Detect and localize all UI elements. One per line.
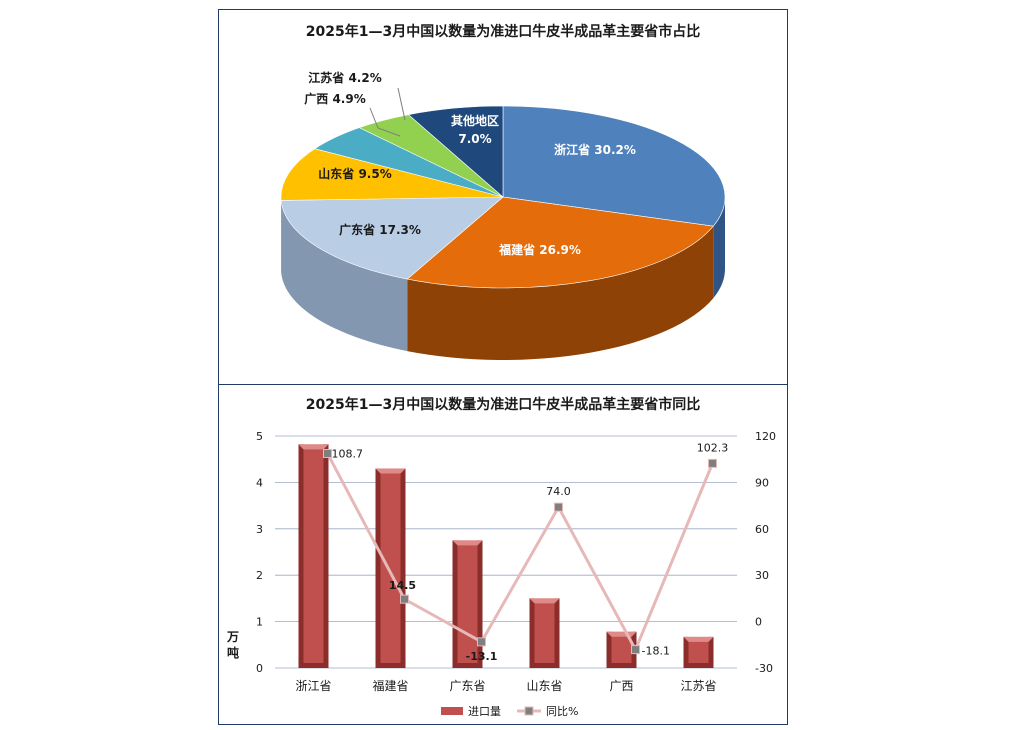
y2-tick-label: 30 (755, 569, 769, 582)
pie-chart: 2025年1—3月中国以数量为准进口牛皮半成品革主要省市占比 浙江省 30.2%… (280, 23, 726, 360)
data-label: -13.1 (466, 650, 498, 663)
y-axis-label: 吨 (227, 645, 239, 660)
pie-slice (280, 196, 504, 280)
leader-line (397, 87, 406, 121)
y2-tick-label: 90 (755, 476, 769, 489)
pie-label-name: 福建省 (498, 242, 539, 257)
pie-label: 广西 4.9% (304, 91, 365, 106)
line-point (400, 594, 409, 604)
x-tick-label: 浙江省 (295, 679, 331, 693)
line-series (326, 452, 714, 654)
pie-label-value: 26.9% (539, 243, 581, 257)
pie-label: 山东省 9.5% (318, 166, 391, 181)
line-point (477, 637, 486, 647)
pie-label-name: 广西 (304, 91, 332, 106)
pie-slice (502, 105, 726, 227)
legend-label: 同比% (546, 705, 578, 718)
y-tick-label: 1 (256, 616, 263, 629)
y2-tick-label: 60 (755, 523, 769, 536)
pie-label-value: 17.3% (379, 223, 421, 237)
pie-slice-side (407, 226, 714, 360)
bar (452, 540, 483, 668)
chart-divider (218, 384, 788, 385)
x-tick-label: 广西 (609, 679, 633, 693)
pie-label: 广东省 17.3% (339, 222, 421, 237)
line-point (631, 645, 640, 655)
data-label: -18.1 (642, 645, 670, 658)
data-label: 74.0 (546, 485, 571, 498)
y-tick-label: 3 (256, 523, 263, 536)
pie-label-value: 9.5% (358, 167, 391, 181)
pie-slice (406, 196, 714, 289)
leader-line (369, 107, 401, 137)
bar (529, 598, 560, 668)
pie-label-name: 广东省 (339, 222, 379, 237)
pie-label-name: 江苏省 (308, 70, 348, 85)
pie-label-value: 4.2% (348, 71, 381, 85)
pie-label-value: 30.2% (594, 143, 636, 157)
y-tick-label: 4 (256, 476, 263, 489)
pie-slice (407, 105, 504, 198)
y2-tick-label: -30 (755, 662, 773, 675)
x-tick-label: 福建省 (372, 678, 408, 693)
legend-item: 同比% (517, 705, 578, 718)
bar (298, 444, 329, 668)
pie-label-name: 浙江省 (554, 142, 594, 157)
data-label: 14.5 (389, 579, 416, 592)
pie-slice (280, 148, 504, 201)
pie-label-name: 其他地区 (451, 113, 499, 128)
bar (683, 636, 714, 668)
pie-slice-side (713, 197, 725, 299)
y-tick-label: 0 (256, 662, 263, 675)
line-point (554, 502, 563, 512)
y2-tick-label: 0 (755, 616, 762, 629)
pie-label-value: 7.0% (458, 132, 491, 146)
legend-label: 进口量 (468, 705, 501, 718)
legend-item: 进口量 (441, 705, 501, 718)
pie-label-value: 4.9% (332, 92, 365, 106)
data-label: 108.7 (332, 447, 364, 460)
y-tick-label: 2 (256, 569, 263, 582)
x-tick-label: 山东省 (526, 679, 562, 693)
x-tick-label: 广东省 (449, 679, 485, 693)
y2-tick-label: 120 (755, 430, 776, 443)
bar (375, 468, 406, 668)
pie-label: 浙江省 30.2% (554, 142, 636, 157)
data-label: 102.3 (697, 441, 729, 454)
pie-label: 福建省 26.9% (498, 242, 581, 257)
bar-chart-title: 2025年1—3月中国以数量为准进口牛皮半成品革主要省市同比 (306, 396, 700, 413)
line-point (323, 448, 332, 458)
pie-slice-side (281, 200, 408, 352)
pie-chart-title: 2025年1—3月中国以数量为准进口牛皮半成品革主要省市占比 (306, 23, 700, 40)
y-axis-label: 万 (226, 630, 239, 644)
line-point (708, 458, 717, 468)
pie-label: 江苏省 4.2% (308, 70, 381, 85)
pie-label-name: 山东省 (318, 166, 358, 181)
y-tick-label: 5 (256, 430, 263, 443)
x-tick-label: 江苏省 (680, 679, 716, 693)
